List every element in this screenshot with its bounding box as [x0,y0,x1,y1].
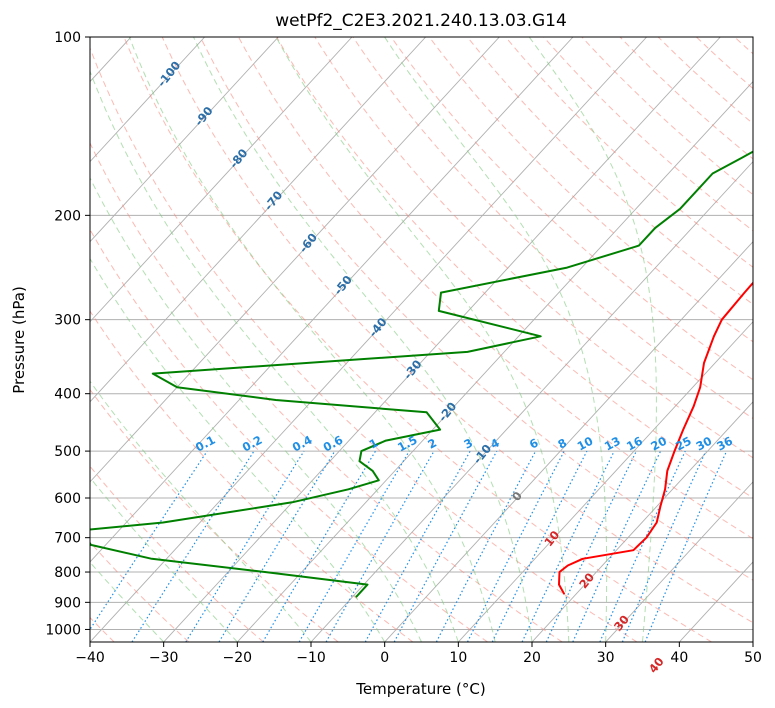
plot-frame [89,36,754,643]
mixing-ratio-label: 30 [694,434,715,454]
moist-adiabat [90,176,422,642]
y-tick-label: 1000 [45,622,81,638]
dry-adiabat [276,37,753,499]
isotherm-line [90,37,206,163]
isotherm-line [90,37,353,323]
mixing-ratio-line [218,450,336,642]
sounding-traces [90,150,753,598]
mixing-ratio-line [572,450,662,642]
mixing-ratio-label: 13 [602,434,623,454]
mixing-ratio-line [364,450,471,642]
x-tick-label: −10 [296,650,326,666]
dewpoint-trace [90,150,753,598]
moist-adiabat [275,37,570,642]
mixing-ratio-label: 25 [673,434,694,454]
y-tick-label: 700 [54,531,81,547]
mixing-ratio-line [325,450,435,642]
mixing-ratio-line [185,450,305,642]
isotherm-line [90,37,648,642]
dry-adiabat [199,37,753,581]
moist-adiabat [528,37,657,642]
y-axis-label: Pressure (hPa) [10,286,28,394]
dry-adiabat [314,37,753,459]
isotherm-line [531,401,753,642]
mixing-ratio-line [298,450,410,642]
y-tick-label: 200 [54,208,81,224]
isotherm-line [90,37,427,403]
temperature-trace [558,281,753,595]
x-tick-label: 20 [523,650,541,666]
dry-adiabat [467,37,753,305]
isotherm-line [163,37,721,642]
isotherm-line [384,241,753,642]
moist-adiabat [90,380,312,642]
mixing-ratio-line [644,450,728,642]
mixing-ratio-line [393,450,498,642]
y-tick-label: 300 [54,313,81,329]
mixing-ratio-line [262,450,377,642]
x-tick-label: 0 [380,650,389,666]
isotherm-line [90,37,500,483]
x-tick-label: 30 [597,650,615,666]
background-lines [90,37,753,642]
y-tick-label: 800 [54,565,81,581]
x-axis-label: Temperature (°C) [355,680,485,698]
dry-adiabat [619,37,753,160]
mixing-ratio-line [131,450,255,642]
x-tick-label: −20 [223,650,253,666]
x-tick-label: 40 [670,650,688,666]
moist-adiabat [193,37,533,642]
moist-adiabat [90,69,459,642]
x-tick-label: 10 [449,650,467,666]
isotherm-line [458,321,753,642]
mixing-ratio-line [621,450,707,642]
moist-adiabat [128,37,496,642]
mixing-ratio-line [545,450,637,642]
isotherm-line [90,37,279,243]
dry-adiabat [352,37,753,420]
y-tick-label: 400 [54,387,81,403]
mixing-ratio-label: 36 [714,434,735,454]
y-tick-label: 500 [54,444,81,460]
chart-title: wetPf2_C2E3.2021.240.13.03.G14 [275,11,567,31]
y-tick-label: 600 [54,491,81,507]
moist-adiabat [384,37,608,642]
dry-adiabat [90,46,638,642]
dry-adiabat [90,142,563,642]
axes: −40 −30 −20 −10 0 10 20 30 40 50 100 200 300 400 500 60… [45,30,762,666]
y-tick-label: 100 [54,30,81,46]
dry-adiabat [90,228,488,642]
mixing-ratio-label: 20 [648,434,669,454]
x-tick-label: 50 [744,650,762,666]
mixing-ratio-line [599,450,686,642]
isotherm-line [90,37,574,563]
y-tick-label: 900 [54,595,81,611]
dry-adiabat [505,37,753,268]
mixing-ratio-line [521,450,615,642]
mixing-ratio-label: 16 [624,434,645,454]
isotherm-line [237,80,753,642]
mixing-ratio-label: 10 [575,434,596,454]
dry-adiabat [123,37,712,642]
dry-adiabat [390,37,753,381]
isotherm-line [605,481,753,642]
x-tick-label: −30 [149,650,179,666]
dry-adiabat [90,310,414,642]
mixing-ratio-line [491,450,588,642]
dry-adiabat [161,37,753,624]
x-tick-label: −40 [75,650,105,666]
